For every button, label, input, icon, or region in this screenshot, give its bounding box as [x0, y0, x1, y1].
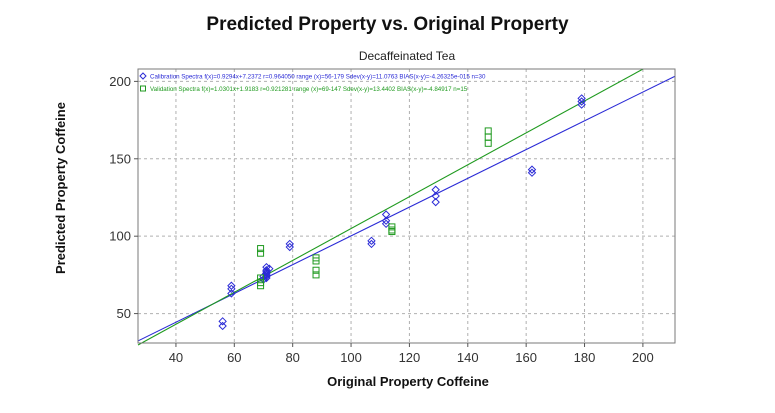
- validation-point: [484, 127, 492, 135]
- legend-entry-validation: Validation Spectra f(x)=1.0301x+1.9183 r…: [140, 85, 468, 93]
- y-tick-label: 200: [109, 74, 131, 89]
- chart-title: Predicted Property vs. Original Property: [206, 14, 569, 35]
- x-tick-label: 40: [169, 350, 183, 365]
- legend-square-icon: [140, 85, 146, 92]
- calibration-point: [262, 266, 271, 275]
- calibration-point: [431, 185, 440, 194]
- calibration-point: [577, 100, 586, 109]
- y-axis-label: Predicted Property Coffeine: [53, 102, 68, 274]
- validation-point: [312, 271, 320, 279]
- validation-point: [257, 282, 265, 290]
- calibration-point: [381, 210, 391, 219]
- tick-labels: 40 60 80 100 120 140 160 180 200 50 100 150 200: [109, 74, 653, 365]
- calibration-point: [262, 272, 271, 281]
- calibration-point: [367, 239, 376, 249]
- calibration-point: [431, 191, 440, 201]
- x-axis-label: Original Property Coffeine: [327, 374, 489, 389]
- calibration-point: [218, 321, 227, 331]
- plot-frame: [137, 68, 676, 344]
- validation-point: [312, 266, 320, 274]
- validation-point: [312, 257, 320, 265]
- y-tick-label: 100: [109, 229, 131, 244]
- validation-point: [484, 133, 492, 141]
- calibration-point: [577, 94, 586, 103]
- x-tick-label: 60: [227, 350, 241, 365]
- legend-calibration-label: Calibration Spectra f(x)=0.9294x+7.2372 …: [150, 74, 486, 81]
- calibration-point: [431, 197, 440, 207]
- calibration-point: [227, 289, 236, 298]
- calibration-point: [527, 165, 537, 174]
- x-tick-label: 140: [457, 350, 479, 365]
- legend: Calibration Spectra f(x)=0.9294x+7.2372 …: [139, 72, 486, 93]
- fit-lines: [137, 68, 676, 346]
- x-tick-label: 180: [574, 350, 596, 365]
- calibration-point: [227, 281, 236, 290]
- calibration-point: [577, 97, 586, 106]
- calibration-point: [218, 317, 227, 326]
- x-tick-label: 160: [515, 350, 537, 365]
- calibration-point: [381, 216, 391, 225]
- calibration-point: [527, 168, 537, 177]
- grid: [138, 69, 675, 343]
- calibration-point: [367, 236, 376, 246]
- validation-point: [257, 245, 265, 253]
- validation-point: [388, 228, 396, 236]
- chart-subtitle: Decaffeinated Tea: [359, 49, 456, 63]
- x-tick-label: 120: [399, 350, 421, 365]
- legend-entry-calibration: Calibration Spectra f(x)=0.9294x+7.2372 …: [139, 72, 486, 81]
- calibration-point: [227, 284, 236, 294]
- calibration-point: [285, 239, 294, 249]
- data-points: [218, 94, 586, 331]
- y-tick-label: 150: [109, 151, 131, 166]
- calibration-point: [262, 273, 271, 283]
- x-tick-label: 200: [632, 350, 654, 365]
- validation-point: [484, 139, 492, 147]
- calibration-point: [381, 219, 391, 229]
- legend-validation-label: Validation Spectra f(x)=1.0301x+1.9183 r…: [150, 86, 468, 93]
- x-tick-label: 100: [340, 350, 362, 365]
- validation-point: [257, 249, 265, 257]
- validation-fit-line: [137, 68, 644, 346]
- y-tick-label: 50: [117, 306, 131, 321]
- validation-point: [257, 274, 265, 282]
- legend-diamond-icon: [139, 72, 147, 80]
- x-tick-label: 80: [285, 350, 299, 365]
- calibration-point: [285, 242, 294, 252]
- calibration-point: [265, 264, 274, 273]
- calibration-fit-line: [137, 75, 676, 342]
